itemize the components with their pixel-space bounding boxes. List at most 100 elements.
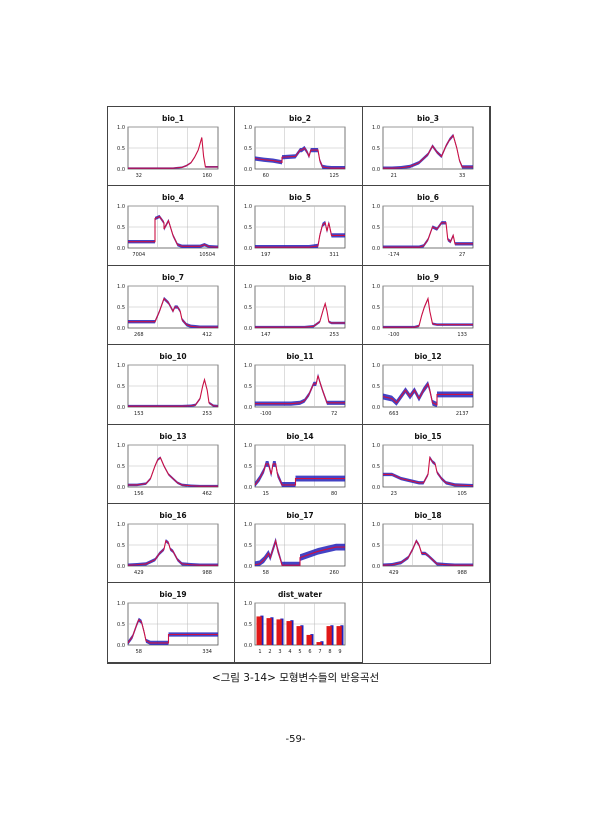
y-tick-label: 0.5 — [244, 543, 252, 549]
x-tick-label: 412 — [202, 332, 212, 338]
response-curve-chart: bio_8 0.0 0.5 1.0 147 253 — [244, 273, 346, 338]
y-tick-label: 1.0 — [117, 522, 125, 528]
bar-error — [320, 641, 324, 646]
response-curve-panel: bio_9 0.0 0.5 1.0 -100 133 — [362, 265, 490, 346]
panel-title: bio_17 — [287, 511, 314, 520]
confidence-band — [382, 381, 473, 408]
y-tick-label: 1.0 — [244, 125, 252, 131]
y-tick-label: 0.5 — [117, 384, 125, 390]
bar — [286, 621, 293, 646]
panel-title: bio_15 — [414, 432, 441, 441]
response-curve-panel: bio_17 0.0 0.5 1.0 58 260 — [235, 504, 363, 584]
y-tick-label: 0.0 — [372, 167, 380, 173]
response-curve-chart: bio_18 0.0 0.5 1.0 429 988 — [372, 511, 473, 576]
y-tick-label: 0.5 — [117, 146, 125, 152]
panel-title: bio_5 — [289, 193, 311, 202]
x-tick-label: 9 — [339, 649, 342, 655]
bar — [276, 619, 283, 646]
panel-title: bio_12 — [414, 352, 441, 361]
y-tick-label: 0.0 — [244, 564, 252, 570]
x-tick-label: 32 — [136, 173, 142, 179]
response-line — [382, 222, 473, 249]
x-tick-label: 260 — [330, 570, 340, 576]
x-tick-label: 429 — [134, 570, 144, 576]
response-curve-panel: bio_14 0.0 0.5 1.0 15 80 — [235, 424, 363, 504]
response-curve-panel: bio_11 0.0 0.5 1.0 -100 72 — [235, 345, 363, 425]
bar — [306, 635, 313, 646]
y-tick-label: 1.0 — [244, 443, 252, 449]
x-tick-label: 133 — [457, 332, 467, 338]
x-tick-label: 311 — [330, 252, 340, 258]
bar-error — [340, 625, 344, 646]
response-line — [127, 619, 218, 644]
panel-title: bio_11 — [287, 352, 314, 361]
y-tick-label: 0.5 — [372, 146, 380, 152]
bar-error — [300, 625, 304, 646]
y-tick-label: 1.0 — [117, 284, 125, 290]
x-tick-label: 15 — [263, 491, 269, 497]
response-line — [128, 297, 218, 328]
response-curve-panel: bio_12 0.0 0.5 1.0 663 2137 — [362, 345, 490, 425]
response-curve-panel: bio_19 0.0 0.5 1.0 58 334 — [108, 583, 236, 663]
panel-title: bio_4 — [162, 193, 184, 202]
response-curve-panel: bio_16 0.0 0.5 1.0 429 988 — [108, 504, 236, 584]
response-line — [128, 456, 218, 487]
response-curve-chart: bio_14 0.0 0.5 1.0 15 80 — [244, 432, 346, 497]
response-curve-chart: bio_13 0.0 0.5 1.0 156 462 — [117, 432, 219, 497]
confidence-band — [255, 145, 346, 169]
x-tick-label: 58 — [136, 649, 142, 655]
x-tick-label: 3 — [279, 649, 282, 655]
response-curve-panel: bio_1 0.0 0.5 1.0 32 160 — [108, 107, 236, 187]
response-curve-panel: dist_water 0.0 0.5 1.0 1 2 3 4 5 6 7 8 9 — [235, 583, 363, 663]
response-line — [255, 301, 346, 328]
x-tick-label: 10504 — [199, 252, 215, 258]
y-tick-label: 0.5 — [244, 622, 252, 628]
panel-title: bio_2 — [289, 114, 311, 123]
y-tick-label: 0.0 — [117, 643, 125, 649]
bar-error — [280, 618, 284, 646]
y-tick-label: 0.0 — [244, 485, 252, 491]
x-tick-label: 147 — [261, 332, 271, 338]
y-tick-label: 1.0 — [244, 522, 252, 528]
response-curve-panel: bio_4 0.0 0.5 1.0 7004 10504 — [108, 186, 236, 266]
response-curve-panel: bio_5 0.0 0.5 1.0 197 311 — [235, 186, 363, 266]
confidence-band — [255, 460, 346, 487]
x-tick-label: 156 — [134, 491, 144, 497]
figure-caption: <그림 3-14> 모형변수들의 반응곡선 — [211, 672, 380, 684]
panel-title: bio_9 — [417, 273, 439, 282]
bar — [326, 626, 333, 646]
y-tick-label: 1.0 — [372, 284, 380, 290]
response-curve-panel: bio_18 0.0 0.5 1.0 429 988 — [362, 504, 490, 584]
x-tick-label: 6 — [309, 649, 312, 655]
bar-error — [330, 625, 334, 646]
x-tick-label: 334 — [202, 649, 212, 655]
y-tick-label: 0.5 — [244, 146, 252, 152]
y-tick-label: 0.5 — [244, 225, 252, 231]
x-tick-label: 988 — [202, 570, 212, 576]
x-tick-label: 72 — [331, 411, 337, 417]
response-curve-panel: bio_10 0.0 0.5 1.0 153 253 — [108, 345, 236, 425]
x-tick-label: 197 — [261, 252, 271, 258]
response-curve-chart: bio_10 0.0 0.5 1.0 153 253 — [117, 352, 219, 417]
confidence-band — [382, 133, 473, 169]
y-tick-label: 0.5 — [244, 384, 252, 390]
y-tick-label: 0.0 — [117, 167, 125, 173]
panel-title: bio_18 — [414, 511, 441, 520]
x-tick-label: 253 — [202, 411, 212, 417]
response-curve-chart: bio_2 0.0 0.5 1.0 60 125 — [244, 114, 346, 179]
response-curve-panel: bio_7 0.0 0.5 1.0 268 412 — [108, 265, 236, 346]
bar-error — [310, 634, 314, 646]
y-tick-label: 1.0 — [117, 363, 125, 369]
page-number: -59- — [285, 734, 306, 745]
y-tick-label: 1.0 — [117, 125, 125, 131]
bar-error — [270, 617, 274, 646]
response-curve-chart: bio_19 0.0 0.5 1.0 58 334 — [117, 590, 219, 655]
x-tick-label: 7 — [319, 649, 322, 655]
x-tick-label: 2 — [269, 649, 272, 655]
y-tick-label: 1.0 — [117, 601, 125, 607]
response-curve-panel: bio_3 0.0 0.5 1.0 21 33 — [362, 107, 490, 187]
response-curve-chart: bio_17 0.0 0.5 1.0 58 260 — [244, 511, 346, 576]
y-tick-label: 1.0 — [244, 601, 252, 607]
x-tick-label: 105 — [457, 491, 467, 497]
bar — [296, 626, 303, 646]
